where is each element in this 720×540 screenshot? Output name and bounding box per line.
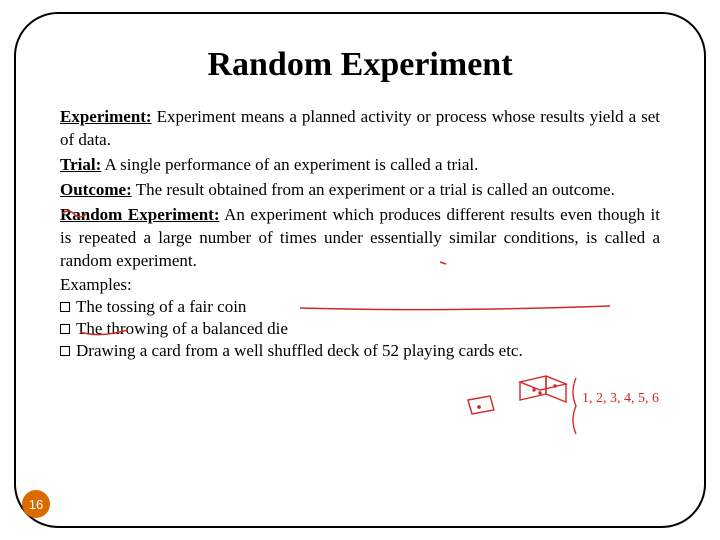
example-text: The tossing of a fair coin xyxy=(76,297,246,316)
page-number-badge: 16 xyxy=(22,490,50,518)
def-label: Trial: xyxy=(60,155,101,174)
examples-heading: Examples: xyxy=(60,275,660,295)
example-item: The tossing of a fair coin xyxy=(60,297,660,317)
example-item: Drawing a card from a well shuffled deck… xyxy=(60,341,660,361)
slide-title: Random Experiment xyxy=(60,46,660,84)
definition-trial: Trial: A single performance of an experi… xyxy=(60,154,660,177)
def-text: The result obtained from an experiment o… xyxy=(132,180,615,199)
checkbox-icon xyxy=(60,302,70,312)
def-label: Experiment: xyxy=(60,107,152,126)
definition-random-experiment: Random Experiment: An experiment which p… xyxy=(60,204,660,273)
example-item: The throwing of a balanced die xyxy=(60,319,660,339)
def-text: A single performance of an experiment is… xyxy=(101,155,478,174)
definition-outcome: Outcome: The result obtained from an exp… xyxy=(60,179,660,202)
def-label: Random Experiment: xyxy=(60,205,220,224)
example-text: Drawing a card from a well shuffled deck… xyxy=(76,341,523,360)
page-number: 16 xyxy=(29,497,43,512)
slide-frame: Random Experiment Experiment: Experiment… xyxy=(14,12,706,528)
example-text: The throwing of a balanced die xyxy=(76,319,288,338)
def-label: Outcome: xyxy=(60,180,132,199)
checkbox-icon xyxy=(60,346,70,356)
checkbox-icon xyxy=(60,324,70,334)
definition-experiment: Experiment: Experiment means a planned a… xyxy=(60,106,660,152)
